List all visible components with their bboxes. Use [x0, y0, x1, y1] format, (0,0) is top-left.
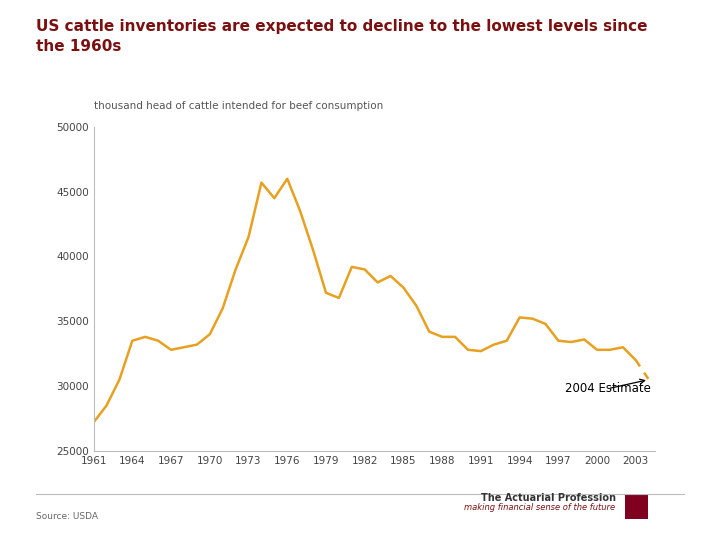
- Text: thousand head of cattle intended for beef consumption: thousand head of cattle intended for bee…: [94, 100, 383, 111]
- Text: The Actuarial Profession: The Actuarial Profession: [481, 493, 616, 503]
- Text: US cattle inventories are expected to decline to the lowest levels since
the 196: US cattle inventories are expected to de…: [36, 19, 647, 53]
- Text: making financial sense of the future: making financial sense of the future: [464, 503, 616, 512]
- Text: 2004 Estimate: 2004 Estimate: [564, 379, 651, 395]
- Text: Source: USDA: Source: USDA: [36, 512, 98, 521]
